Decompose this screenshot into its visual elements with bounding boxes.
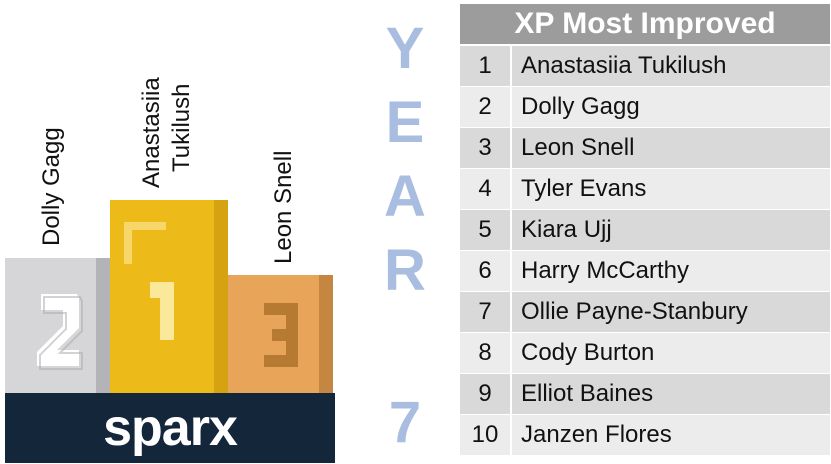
podium-second-block xyxy=(5,258,110,393)
podium-third-name: Leon Snell xyxy=(270,150,297,264)
table-row: 2 Dolly Gagg xyxy=(460,87,830,128)
year-letter-r: R xyxy=(384,238,426,303)
sparx-logo-text: sparx xyxy=(103,399,238,457)
row-rank: 2 xyxy=(460,87,512,127)
table-row: 3 Leon Snell xyxy=(460,128,830,169)
row-rank: 9 xyxy=(460,374,512,414)
row-student-name: Kiara Ujj xyxy=(521,216,612,243)
row-rank: 1 xyxy=(460,46,512,86)
table-row: 7 Ollie Payne-Stanbury xyxy=(460,292,830,333)
podium-first-block xyxy=(110,200,228,393)
numeral-two-graphic xyxy=(37,294,83,370)
year-number-7: 7 xyxy=(388,390,422,455)
row-student-name: Elliot Baines xyxy=(521,380,654,407)
row-student-name: Ollie Payne-Stanbury xyxy=(521,298,748,325)
row-student-name: Cody Burton xyxy=(521,339,655,366)
row-rank: 3 xyxy=(460,128,512,168)
table-row: 5 Kiara Ujj xyxy=(460,210,830,251)
row-rank: 10 xyxy=(460,415,512,455)
row-student-name: Dolly Gagg xyxy=(521,93,640,120)
podium-first-name-line1: Anastasiia xyxy=(138,77,165,188)
podium-first-name-line2: Tukilush xyxy=(168,83,195,172)
podium-second-name: Dolly Gagg xyxy=(38,127,65,246)
table-row: 9 Elliot Baines xyxy=(460,374,830,415)
ranking-table: XP Most Improved 1 Anastasiia Tukilush 2 Do… xyxy=(460,4,830,456)
table-row: 1 Anastasiia Tukilush xyxy=(460,46,830,87)
year-letter-a: A xyxy=(384,164,426,229)
row-rank: 4 xyxy=(460,169,512,209)
row-rank: 5 xyxy=(460,210,512,250)
row-student-name: Tyler Evans xyxy=(521,175,647,202)
row-student-name: Janzen Flores xyxy=(521,421,672,448)
row-rank: 6 xyxy=(460,251,512,291)
year-letter-e: E xyxy=(385,90,425,155)
table-body: 1 Anastasiia Tukilush 2 Dolly Gagg 3 Leon Sne… xyxy=(460,46,830,456)
row-student-name: Leon Snell xyxy=(521,134,635,161)
table-row: 6 Harry McCarthy xyxy=(460,251,830,292)
row-rank: 7 xyxy=(460,292,512,332)
table-title: XP Most Improved xyxy=(460,4,830,46)
podium-third-block xyxy=(228,275,333,393)
podium: Dolly Gagg Anastasiia Tukilush Leon Snel… xyxy=(0,0,340,464)
numeral-three-graphic xyxy=(264,303,298,367)
table-row: 10 Janzen Flores xyxy=(460,415,830,456)
year-letter-y: Y xyxy=(385,16,425,81)
row-student-name: Anastasiia Tukilush xyxy=(521,52,727,79)
numeral-one-graphic xyxy=(124,222,174,340)
table-row: 4 Tyler Evans xyxy=(460,169,830,210)
row-student-name: Harry McCarthy xyxy=(521,257,690,284)
sparx-logo-bar: sparx xyxy=(5,393,335,463)
row-rank: 8 xyxy=(460,333,512,373)
table-row: 8 Cody Burton xyxy=(460,333,830,374)
